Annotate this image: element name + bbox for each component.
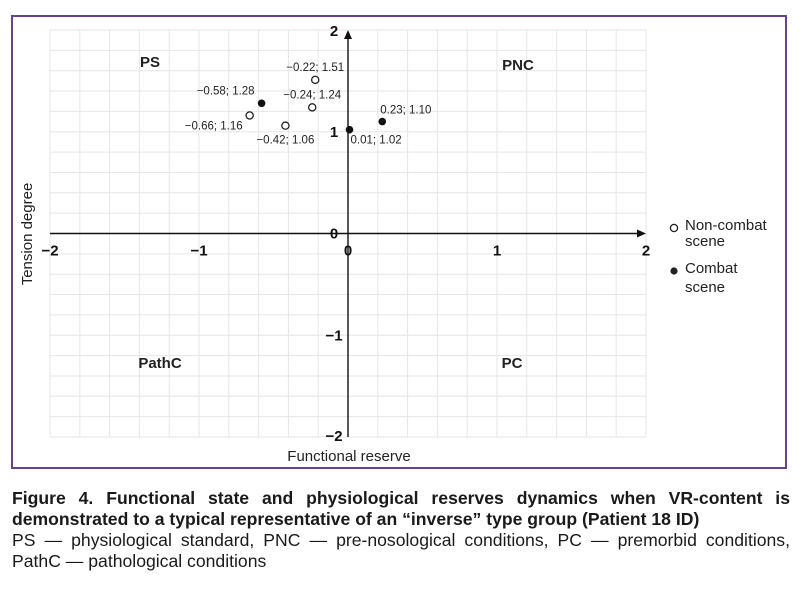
- noncombat-point: [307, 103, 317, 112]
- x-tick-label: −2: [41, 243, 58, 260]
- combat-point: [257, 99, 266, 108]
- point-label: −0.58; 1.28: [197, 85, 255, 97]
- chart-frame: [11, 15, 787, 469]
- point-label: 0.23; 1.10: [380, 105, 431, 117]
- point-label: −0.22; 1.51: [286, 62, 344, 74]
- tick-labels: −2 −1 0 1 2 2 1 0 −1 −2: [41, 23, 650, 445]
- legend-combat-label-2: scene: [685, 279, 725, 296]
- y-tick-label: 1: [330, 124, 338, 141]
- caption-title: Figure 4. Functional state and physiolog…: [12, 488, 790, 529]
- x-axis-label: Functional reserve: [287, 448, 410, 465]
- quadrant-labels: PS PNC PathC PC: [138, 54, 534, 372]
- noncombat-point: [281, 121, 290, 130]
- data-points: −0.22; 1.51 −0.24; 1.24 −0.66; 1.16 −0.42; …: [185, 62, 432, 147]
- y-tick-label: −2: [325, 428, 342, 445]
- y-axis-label: Tension degree: [19, 183, 36, 286]
- x-tick-label: 0: [344, 243, 352, 260]
- legend: Non-combat scene Combat scene: [669, 217, 768, 296]
- legend-noncombat-label-1: Non-combat: [685, 217, 768, 234]
- y-tick-label: 2: [330, 23, 338, 40]
- noncombat-point: [245, 111, 254, 120]
- y-tick-label: 0: [330, 226, 338, 243]
- quadrant-label: PathC: [138, 355, 182, 372]
- quadrant-label: PNC: [502, 57, 534, 74]
- x-tick-label: 1: [493, 243, 501, 260]
- caption-body: PS — physiological standard, PNC — pre-n…: [12, 530, 790, 571]
- y-tick-label: −1: [325, 327, 342, 344]
- figure-caption: Figure 4. Functional state and physiolog…: [12, 488, 790, 572]
- chart-axes: [50, 30, 646, 437]
- x-tick-label: −1: [190, 243, 207, 260]
- legend-combat-label-1: Combat: [685, 260, 738, 277]
- legend-noncombat-label-2: scene: [685, 233, 725, 250]
- point-label: 0.01; 1.02: [350, 135, 401, 147]
- quadrant-label: PS: [140, 54, 160, 71]
- legend-combat-marker: [670, 267, 678, 275]
- legend-noncombat-marker: [669, 223, 679, 233]
- point-label: −0.24; 1.24: [283, 89, 341, 101]
- quadrant-label: PC: [502, 355, 523, 372]
- x-axis-arrow: [637, 229, 646, 238]
- point-label: −0.42; 1.06: [256, 135, 314, 147]
- point-label: −0.66; 1.16: [185, 120, 243, 132]
- combat-point: [345, 125, 354, 134]
- combat-point: [378, 117, 387, 126]
- noncombat-point: [310, 75, 320, 85]
- x-tick-label: 2: [642, 243, 650, 260]
- y-axis-arrow: [344, 30, 352, 39]
